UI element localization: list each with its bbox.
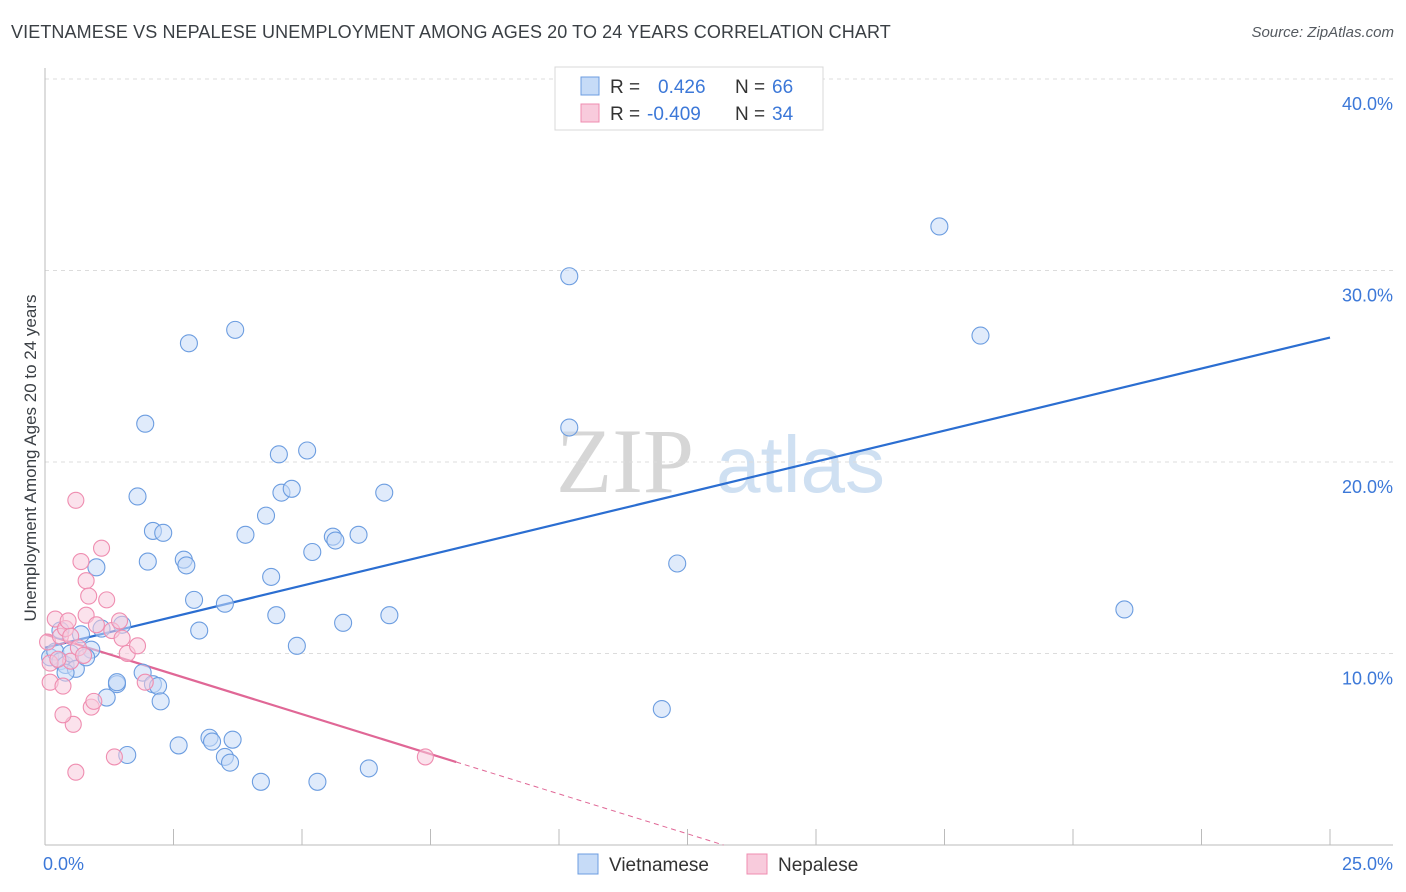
legend-swatch-nepalese bbox=[746, 853, 768, 875]
legend-swatch-vietnamese bbox=[577, 853, 599, 875]
gridlines bbox=[45, 78, 1393, 654]
source-label: Source: ZipAtlas.com bbox=[1251, 24, 1394, 41]
point-vietnamese bbox=[334, 613, 353, 632]
point-vietnamese bbox=[652, 699, 671, 719]
point-vietnamese bbox=[560, 267, 579, 286]
legend-n-value: 66 bbox=[772, 77, 793, 98]
point-vietnamese bbox=[220, 753, 240, 772]
legend-label-vietnamese: Vietnamese bbox=[609, 855, 709, 876]
point-vietnamese bbox=[326, 531, 345, 550]
point-nepalese bbox=[128, 637, 147, 655]
watermark: ZIP atlas bbox=[556, 410, 885, 512]
legend-n-label: N = bbox=[735, 77, 765, 98]
point-vietnamese bbox=[930, 217, 949, 236]
trend-lines bbox=[44, 336, 1331, 846]
legend-box bbox=[554, 66, 824, 131]
point-vietnamese bbox=[185, 590, 204, 609]
point-nepalese bbox=[49, 650, 67, 668]
point-vietnamese bbox=[668, 554, 687, 573]
legend-swatch-vietnamese bbox=[580, 76, 600, 96]
point-vietnamese bbox=[971, 326, 990, 345]
point-nepalese bbox=[92, 539, 111, 557]
point-nepalese bbox=[72, 553, 90, 571]
point-vietnamese bbox=[303, 542, 322, 562]
legend-r-value: -0.409 bbox=[647, 104, 701, 125]
point-nepalese bbox=[67, 491, 85, 509]
point-nepalese bbox=[416, 748, 434, 766]
x-tick-label: 25.0% bbox=[1342, 854, 1393, 874]
watermark-zip: ZIP bbox=[556, 410, 694, 512]
point-vietnamese bbox=[282, 479, 301, 498]
point-vietnamese bbox=[251, 772, 270, 791]
point-vietnamese bbox=[267, 606, 286, 625]
point-nepalese bbox=[67, 763, 85, 781]
point-vietnamese bbox=[560, 418, 579, 437]
legend-swatch-nepalese bbox=[580, 103, 600, 123]
legend-label-nepalese: Nepalese bbox=[778, 855, 858, 876]
legend-n-value: 34 bbox=[772, 104, 794, 125]
chart-title: VIETNAMESE VS NEPALESE UNEMPLOYMENT AMON… bbox=[11, 22, 891, 42]
legend-r-label: R = bbox=[610, 77, 640, 98]
point-vietnamese bbox=[236, 525, 255, 544]
point-vietnamese bbox=[128, 487, 147, 506]
point-vietnamese bbox=[256, 506, 276, 525]
point-vietnamese bbox=[298, 441, 317, 460]
point-vietnamese bbox=[151, 692, 170, 711]
axis-ticks: 10.0% 20.0% 30.0% 40.0% 0.0% 25.0% bbox=[43, 94, 1393, 874]
point-vietnamese bbox=[380, 606, 399, 625]
point-nepalese bbox=[59, 612, 77, 630]
y-tick-label: 10.0% bbox=[1342, 669, 1393, 689]
point-vietnamese bbox=[1115, 600, 1134, 619]
point-vietnamese bbox=[179, 334, 198, 353]
axes bbox=[44, 68, 1393, 846]
point-vietnamese bbox=[87, 558, 106, 577]
y-tick-label: 30.0% bbox=[1342, 286, 1393, 306]
point-nepalese bbox=[113, 629, 131, 647]
point-nepalese bbox=[54, 677, 72, 695]
point-nepalese bbox=[87, 616, 105, 634]
point-vietnamese bbox=[136, 414, 155, 433]
y-tick-label: 20.0% bbox=[1342, 477, 1393, 497]
point-vietnamese bbox=[177, 556, 196, 575]
data-points bbox=[39, 217, 1134, 791]
point-vietnamese bbox=[226, 320, 245, 339]
point-vietnamese bbox=[287, 636, 306, 655]
point-vietnamese bbox=[138, 552, 157, 571]
correlation-legend: R = 0.426 N = 66 R = -0.409 N = 34 bbox=[554, 66, 824, 131]
point-nepalese bbox=[105, 748, 123, 766]
series-legend: Vietnamese Nepalese bbox=[577, 853, 858, 876]
point-nepalese bbox=[98, 591, 116, 609]
point-vietnamese bbox=[375, 483, 394, 502]
point-nepalese bbox=[85, 692, 103, 710]
point-vietnamese bbox=[308, 772, 327, 791]
point-vietnamese bbox=[262, 567, 281, 586]
point-nepalese bbox=[136, 673, 154, 691]
point-nepalese bbox=[77, 572, 95, 590]
point-vietnamese bbox=[359, 759, 378, 778]
y-axis-label: Unemployment Among Ages 20 to 24 years bbox=[21, 295, 40, 622]
point-vietnamese bbox=[269, 445, 288, 464]
point-nepalese bbox=[80, 587, 98, 605]
point-vietnamese bbox=[349, 525, 368, 544]
y-tick-label: 40.0% bbox=[1342, 94, 1393, 114]
point-nepalese bbox=[110, 612, 129, 630]
x-tick-label: 0.0% bbox=[43, 854, 84, 874]
legend-r-label: R = bbox=[610, 104, 640, 125]
trend-line-vietnamese bbox=[44, 336, 1331, 649]
point-vietnamese bbox=[203, 732, 222, 751]
legend-r-value: 0.426 bbox=[658, 77, 706, 98]
point-nepalese bbox=[75, 646, 93, 664]
point-vietnamese bbox=[169, 736, 188, 755]
point-vietnamese bbox=[215, 594, 234, 613]
trend-line-nepalese bbox=[44, 633, 457, 764]
point-vietnamese bbox=[107, 673, 127, 692]
point-vietnamese bbox=[154, 523, 173, 542]
point-vietnamese bbox=[223, 730, 242, 749]
legend-n-label: N = bbox=[735, 104, 765, 125]
point-vietnamese bbox=[190, 621, 209, 640]
point-nepalese bbox=[54, 706, 72, 724]
trend-line-nepalese-extension bbox=[456, 761, 724, 846]
